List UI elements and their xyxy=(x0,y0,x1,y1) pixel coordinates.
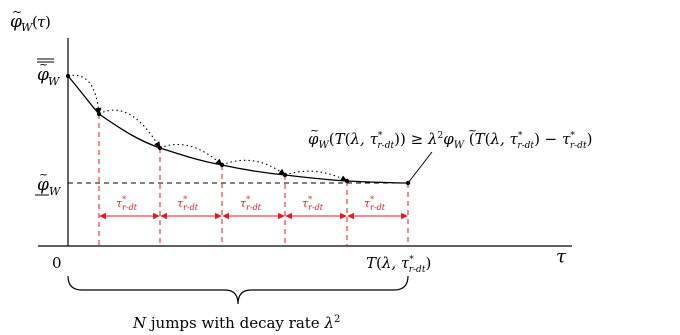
svg-text:T(λ, τ*r-dt): T(λ, τ* r-dt) xyxy=(366,254,431,275)
interval-label: τ* r-dt xyxy=(240,195,262,212)
x-end-label: T(λ, τ* r-dt) xyxy=(366,254,431,275)
jump-arc xyxy=(284,170,348,182)
curve-point xyxy=(96,111,102,117)
interval-label: τ* r-dt xyxy=(177,195,199,212)
svg-text:~: ~ xyxy=(39,168,48,181)
svg-text:W: W xyxy=(48,75,61,88)
inequality-label: φW(T(λ, τ* r-dt)) ≥ λ2φW (T(λ, τ* r-dt) − … xyxy=(308,124,592,151)
interval-label: τ* r-dt xyxy=(364,195,386,212)
svg-text:~: ~ xyxy=(468,124,477,137)
svg-text:~: ~ xyxy=(310,124,319,137)
inequality-leader xyxy=(407,151,433,184)
origin-label: 0 xyxy=(52,254,62,272)
curve-point xyxy=(344,178,350,184)
interval-label: τ* r-dt xyxy=(116,195,138,212)
svg-text:φ: φ xyxy=(37,175,49,195)
svg-text:W: W xyxy=(49,185,62,198)
curve-point xyxy=(65,73,71,79)
upper-level-label: ~ φ W xyxy=(37,58,61,88)
curve-point xyxy=(157,145,163,151)
curve-point xyxy=(282,172,288,178)
jump-arcs xyxy=(67,74,348,182)
svg-text:φ: φ xyxy=(37,65,49,85)
jump-arc xyxy=(67,74,102,115)
jump-arc xyxy=(221,159,286,176)
svg-text:~: ~ xyxy=(12,5,22,19)
brace-caption: N jumps with decay rate λ2 xyxy=(132,314,340,332)
svg-text:φW(T(λ, τ*r-dt)) ≥ λ2φW (T(λ,: φW(T(λ, τ* r-dt)) ≥ λ2φW (T(λ, τ* r-dt) − … xyxy=(308,130,592,151)
x-axis-label: τ xyxy=(556,246,567,267)
red-vertical-guides xyxy=(98,114,409,246)
curve-point xyxy=(219,162,225,168)
interval-label: τ* r-dt xyxy=(302,195,324,212)
jump-arc xyxy=(159,144,223,166)
lower-level-label: ~ φ W xyxy=(35,168,62,198)
y-axis-label: φ ~ W ( τ ) xyxy=(10,5,51,34)
svg-text:): ) xyxy=(45,13,51,31)
jump-arc xyxy=(98,109,161,149)
svg-text:~: ~ xyxy=(39,58,48,71)
jumps-brace xyxy=(67,275,409,305)
interval-labels: τ* r-dt τ* r-dt τ* r-dt τ* r-dt τ* r-dt xyxy=(116,195,386,212)
svg-text:(: ( xyxy=(32,13,38,31)
svg-text:φ: φ xyxy=(10,12,22,32)
svg-text:τ: τ xyxy=(37,13,46,31)
svg-text:W: W xyxy=(21,21,34,34)
